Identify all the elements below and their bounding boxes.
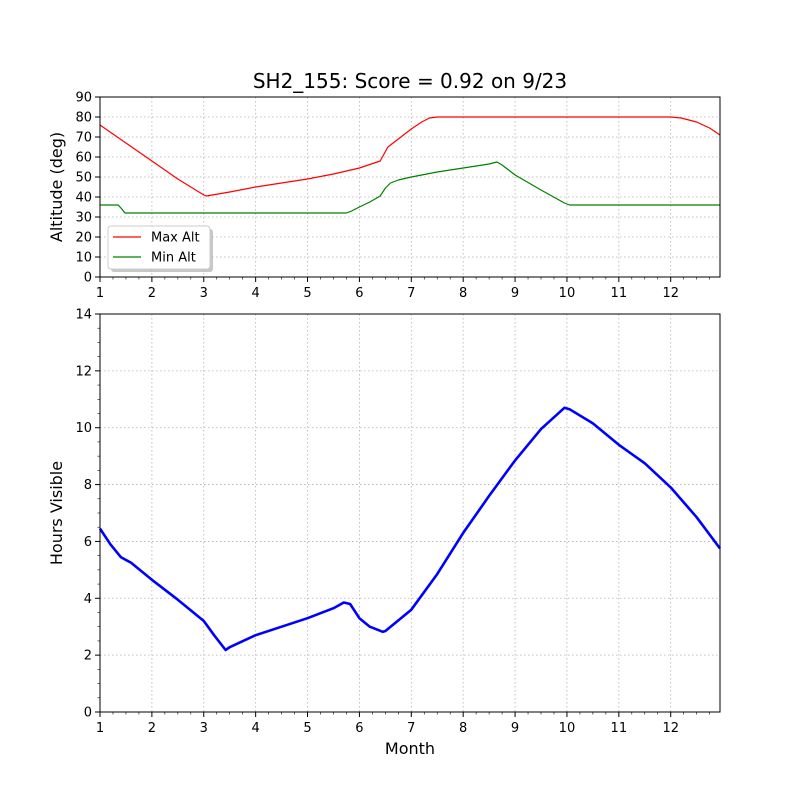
altitude-y-tick-label: 20 xyxy=(75,231,92,246)
altitude-x-tick-label: 10 xyxy=(559,286,576,301)
altitude-y-tick-label: 60 xyxy=(75,151,92,166)
hours-y-tick-label: 12 xyxy=(75,364,92,379)
legend-label: Min Alt xyxy=(151,251,196,266)
altitude-y-tick-label: 80 xyxy=(75,111,92,126)
altitude-y-tick-label: 70 xyxy=(75,131,92,146)
altitude-axes-frame xyxy=(99,96,721,278)
altitude-x-tick-label: 7 xyxy=(407,286,415,301)
altitude-x-tick-label: 3 xyxy=(200,286,208,301)
hours-x-tick-label: 6 xyxy=(355,721,363,736)
hours-x-tick-label: 12 xyxy=(662,721,679,736)
max-alt-line xyxy=(99,116,721,197)
hours-y-tick-label: 0 xyxy=(84,706,92,721)
altitude-x-tick-label: 12 xyxy=(662,286,679,301)
altitude-x-tick-label: 5 xyxy=(303,286,311,301)
hours-line xyxy=(98,406,722,652)
hours-x-tick-label: 2 xyxy=(148,721,156,736)
hours-x-tick-label: 8 xyxy=(459,721,467,736)
hours-x-tick-label: 5 xyxy=(303,721,311,736)
hours-y-tick-label: 10 xyxy=(75,421,92,436)
altitude-axes: 1 2 3 4 5 6 7 8 9 10 11 120102030405060708090Altitu… xyxy=(47,91,721,301)
hours-y-tick-label: 8 xyxy=(84,478,92,493)
altitude-x-tick-label: 1 xyxy=(96,286,104,301)
hours-y-tick-label: 14 xyxy=(75,308,92,323)
legend: Max Alt Min Alt xyxy=(107,225,213,272)
hours-x-tick-label: 3 xyxy=(200,721,208,736)
altitude-y-tick-label: 30 xyxy=(75,211,92,226)
altitude-x-tick-label: 6 xyxy=(355,286,363,301)
hours-x-axis-label: Month xyxy=(385,739,435,758)
altitude-x-tick-label: 9 xyxy=(511,286,519,301)
hours-x-tick-label: 7 xyxy=(407,721,415,736)
hours-x-tick-label: 11 xyxy=(611,721,628,736)
hours-y-tick-label: 4 xyxy=(84,592,92,607)
hours-x-tick-label: 9 xyxy=(511,721,519,736)
chart-title: SH2_155: Score = 0.92 on 9/23 xyxy=(253,69,567,93)
hours-y-axis-label: Hours Visible xyxy=(47,461,66,565)
altitude-x-tick-label: 11 xyxy=(611,286,628,301)
altitude-x-tick-label: 8 xyxy=(459,286,467,301)
altitude-y-tick-label: 40 xyxy=(75,191,92,206)
altitude-x-tick-label: 2 xyxy=(148,286,156,301)
altitude-y-tick-label: 90 xyxy=(75,91,92,106)
hours-x-tick-label: 4 xyxy=(252,721,260,736)
altitude-y-axis-label: Altitude (deg) xyxy=(47,132,66,242)
altitude-x-tick-label: 4 xyxy=(252,286,260,301)
legend-label: Max Alt xyxy=(151,231,200,246)
hours-y-tick-label: 2 xyxy=(84,649,92,664)
altitude-y-tick-label: 0 xyxy=(84,271,92,286)
altitude-y-tick-label: 50 xyxy=(75,171,92,186)
min-alt-line xyxy=(100,161,720,214)
hours-x-tick-label: 1 xyxy=(96,721,104,736)
altitude-y-tick-label: 10 xyxy=(75,251,92,266)
hours-x-tick-label: 10 xyxy=(559,721,576,736)
hours-y-tick-label: 6 xyxy=(84,535,92,550)
